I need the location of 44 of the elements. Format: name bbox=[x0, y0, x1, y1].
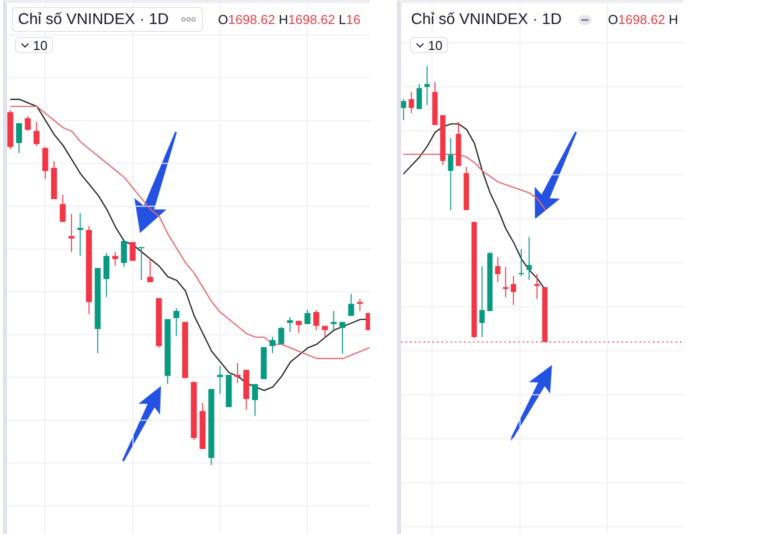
candlestick bbox=[130, 242, 136, 262]
candlestick bbox=[495, 256, 500, 283]
candlestick bbox=[24, 116, 31, 132]
candlestick bbox=[416, 83, 422, 110]
candlestick bbox=[34, 122, 40, 146]
candlestick bbox=[120, 240, 127, 268]
candlestick bbox=[103, 252, 110, 298]
candlestick bbox=[322, 325, 328, 338]
candlestick bbox=[112, 252, 118, 266]
text: O1698.62 H bbox=[608, 12, 678, 27]
candlestick bbox=[313, 309, 320, 331]
candlestick bbox=[252, 384, 258, 417]
candlestick bbox=[339, 321, 346, 354]
candlestick bbox=[60, 194, 66, 222]
candlestick bbox=[138, 246, 144, 281]
candlestick bbox=[401, 98, 406, 121]
candlestick bbox=[502, 266, 508, 298]
candlestick bbox=[42, 146, 48, 180]
candlestick bbox=[424, 66, 430, 106]
candlestick bbox=[287, 316, 293, 332]
chart-title: Chỉ số VNINDEX · 1D bbox=[18, 10, 169, 28]
candlestick bbox=[448, 138, 454, 211]
candlestick bbox=[173, 308, 180, 337]
candlestick bbox=[217, 365, 224, 394]
candlestick bbox=[304, 309, 310, 325]
candlestick bbox=[356, 298, 363, 312]
candlestick bbox=[518, 248, 524, 277]
text: O1698.62 H1698.62 L16 bbox=[218, 12, 360, 27]
candlestick bbox=[234, 362, 241, 384]
candlestick bbox=[270, 336, 276, 354]
text: 10 bbox=[428, 38, 442, 52]
candlestick bbox=[348, 293, 354, 316]
text: 10 bbox=[33, 38, 48, 52]
candlestick bbox=[147, 258, 154, 283]
candlestick bbox=[526, 236, 532, 280]
candlestick bbox=[510, 276, 516, 306]
candlestick bbox=[534, 274, 540, 300]
candlestick bbox=[278, 326, 284, 344]
chart-title: Chỉ số VNINDEX · 1D bbox=[411, 10, 562, 28]
candlestick bbox=[408, 91, 414, 114]
candlestick bbox=[68, 214, 74, 252]
candlestick bbox=[16, 122, 22, 154]
candlestick bbox=[479, 266, 485, 338]
candlestick bbox=[330, 310, 337, 331]
